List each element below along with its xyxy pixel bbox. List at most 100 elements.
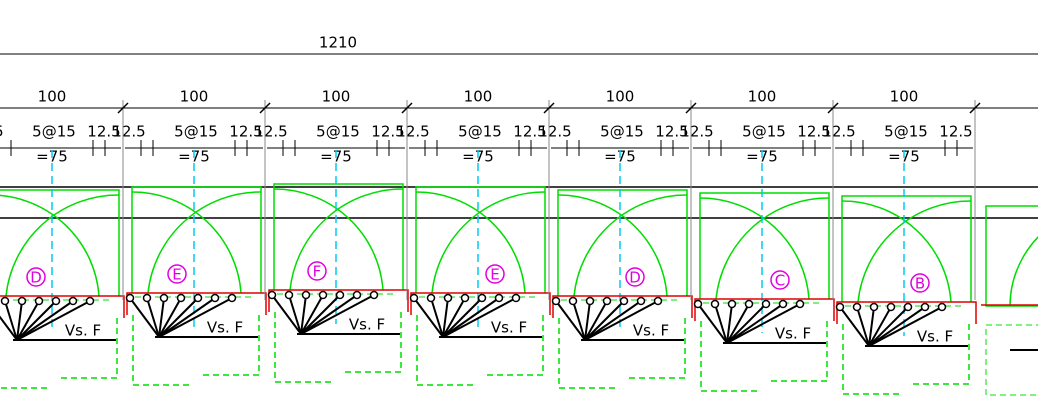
fan-line (584, 300, 625, 341)
bar-dot (903, 302, 913, 312)
label: E (490, 266, 499, 284)
note: Vs. F (491, 319, 527, 337)
dashed-frame (132, 315, 260, 386)
note: Vs. F (917, 328, 953, 346)
bar-dot (426, 293, 436, 303)
dashed-frame (700, 321, 828, 392)
spacing: 5@15 (742, 123, 786, 141)
edge-dimension: 12.5 (396, 123, 429, 141)
bar-dot (210, 293, 220, 303)
bar-dot (778, 299, 788, 309)
dashed-frame (558, 318, 686, 389)
green-frame (557, 189, 688, 296)
bar-dot (511, 293, 521, 303)
label: F (313, 263, 322, 281)
label-circle (26, 267, 46, 287)
fan-line (288, 294, 302, 335)
fan-line (16, 300, 74, 341)
bar-dot (619, 296, 629, 306)
note: Vs. F (633, 322, 669, 340)
dim-slash (543, 102, 555, 114)
label: E (172, 266, 181, 284)
label: D (629, 269, 641, 287)
arc (415, 191, 526, 294)
total-dimension: 1210 (319, 34, 357, 52)
fan-line (430, 297, 444, 338)
bar-dot (352, 290, 362, 300)
edge-dimension: 12.5 (229, 123, 262, 141)
dashed-frame (416, 315, 544, 386)
bar-dot (68, 296, 78, 306)
spacing: 5@15 (174, 123, 218, 141)
edge-dimension: 12.5 (112, 123, 145, 141)
arc (273, 188, 384, 291)
module-width: 100 (38, 88, 67, 106)
dim-slash (259, 102, 271, 114)
fan-line (868, 306, 943, 347)
bar-dot (602, 296, 612, 306)
bar-dot (494, 293, 504, 303)
fan-line (868, 306, 875, 347)
dashed-frame (0, 318, 118, 389)
fan-line (442, 297, 466, 338)
dashed-frame (274, 312, 402, 383)
note: Vs. F (349, 316, 385, 334)
bar-dot (795, 299, 805, 309)
spacing: 5@15 (316, 123, 360, 141)
fan-line (584, 300, 591, 341)
edge-dimension: 12.5 (797, 123, 830, 141)
fan-line (856, 306, 870, 347)
bar-dot (835, 302, 845, 312)
fan-line (300, 294, 358, 335)
fan-line (572, 300, 586, 341)
fan-line (129, 297, 160, 338)
fan-line (300, 294, 307, 335)
fan-line (442, 297, 517, 338)
bar-dot (267, 290, 277, 300)
bar-dot (693, 299, 703, 309)
arc (573, 194, 688, 297)
fan-line (158, 297, 182, 338)
fan-line (300, 294, 324, 335)
arc (557, 194, 668, 297)
module-width: 100 (748, 88, 777, 106)
fan-line (584, 300, 659, 341)
dim-slash (827, 102, 839, 114)
bar-dot (727, 299, 737, 309)
bar-dot (886, 302, 896, 312)
bar-dot (477, 293, 487, 303)
fan-line (16, 300, 23, 341)
dim-slash (685, 102, 697, 114)
fan-line (158, 297, 165, 338)
arc (715, 197, 830, 300)
bar-dot (301, 290, 311, 300)
bar-dot (653, 296, 663, 306)
note: Vs. F (65, 322, 101, 340)
arc (147, 191, 262, 294)
bar-dot (568, 296, 578, 306)
fan-line (0, 315, 18, 341)
fan-line (442, 297, 483, 338)
label-circle (910, 273, 930, 293)
spacing: 5@15 (884, 123, 928, 141)
bar-dot (0, 296, 10, 306)
bar-dot (227, 293, 237, 303)
bar-dot (937, 302, 947, 312)
bar-dot (51, 296, 61, 306)
module-width: 100 (180, 88, 209, 106)
fan-line (300, 294, 341, 335)
edge-dimension: 12.5 (254, 123, 287, 141)
spacing: 5@15 (600, 123, 644, 141)
fan-line (726, 303, 784, 344)
edge-dimension: 12.5 (0, 123, 4, 141)
fan-line (271, 294, 302, 335)
bar-dot (369, 290, 379, 300)
bar-dot (85, 296, 95, 306)
bar-dot (920, 302, 930, 312)
label-circle (625, 267, 645, 287)
red-outline (410, 292, 551, 315)
bar-dot (585, 296, 595, 306)
